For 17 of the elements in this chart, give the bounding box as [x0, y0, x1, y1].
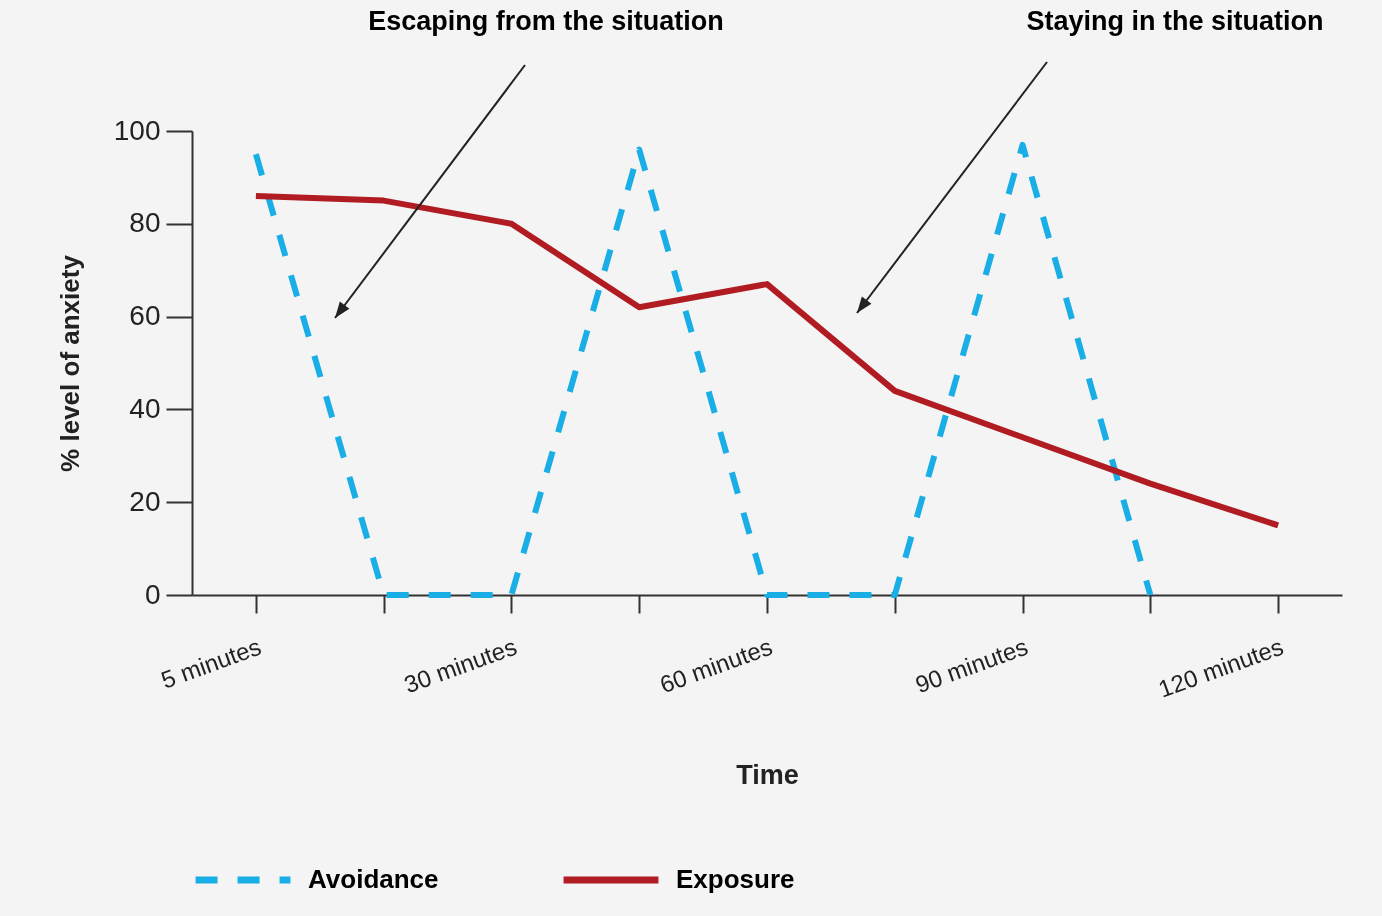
- y-tick-label: 80: [129, 207, 161, 239]
- x-tick-label: 60 minutes: [656, 632, 776, 699]
- x-tick-label: 120 minutes: [1154, 632, 1287, 703]
- legend-label: Exposure: [676, 864, 795, 894]
- legend-label: Avoidance: [308, 864, 439, 894]
- y-tick-label: 100: [113, 114, 161, 146]
- x-axis-title: Time: [736, 759, 799, 790]
- text: Escaping from the situation: [368, 6, 724, 37]
- y-axis-title: % level of anxiety: [54, 254, 85, 472]
- text: Staying in the situation: [1026, 6, 1324, 37]
- x-tick-label: 90 minutes: [911, 632, 1032, 699]
- y-tick-label: 40: [129, 392, 161, 424]
- y-tick-label: 60: [129, 300, 161, 332]
- y-tick-label: 0: [144, 578, 161, 610]
- y-tick-label: 20: [129, 485, 161, 517]
- x-tick-label: 30 minutes: [400, 632, 521, 699]
- x-tick-label: 5 minutes: [157, 632, 265, 694]
